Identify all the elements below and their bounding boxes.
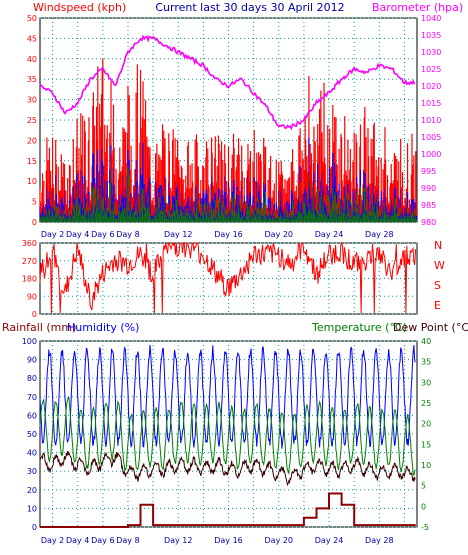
wind-panel-ytick-left: 5 (32, 198, 37, 207)
wind-direction-line (39, 241, 417, 314)
climate-panel-xtick: Day 28 (365, 536, 394, 545)
direction-label-w: W (434, 259, 445, 272)
climate-panel-ytick-right: 25 (421, 399, 431, 408)
dewpoint-axis-title: Dew Point (°C) (393, 321, 468, 334)
climate-panel-xtick: Day 16 (214, 536, 243, 545)
direction-panel-ytick-left: 0 (32, 310, 37, 319)
wind-panel-xtick: Day 12 (164, 230, 193, 239)
windspeed-axis-title: Windspeed (kph) (33, 1, 126, 14)
climate-panel-ytick-left: 90 (27, 356, 37, 365)
wind-panel-ytick-left: 25 (27, 116, 37, 125)
wind-panel-ytick-right: 1020 (421, 82, 441, 91)
wind-panel-ytick-left: 50 (27, 14, 37, 23)
climate-panel-ytick-left: 50 (27, 430, 37, 439)
barometer-axis-title: Barometer (hpa) (372, 1, 463, 14)
direction-label-s: S (434, 279, 441, 292)
wind-panel-xtick: Day 2 (41, 230, 64, 239)
wind-panel-xtick: Day 28 (365, 230, 394, 239)
direction-panel-ytick-left: 90 (27, 292, 37, 301)
direction-label-n-top: N (434, 239, 442, 252)
wind-panel-xtick: Day 6 (91, 230, 114, 239)
temperature-line (39, 396, 416, 477)
wind-panel-xtick: Day 16 (214, 230, 243, 239)
wind-panel-ytick-right: 1000 (421, 150, 441, 159)
wind-panel-xtick: Day 8 (116, 230, 139, 239)
wind-panel-ytick-right: 1010 (421, 116, 441, 125)
wind-panel-ytick-left: 35 (27, 75, 37, 84)
climate-panel-xtick: Day 24 (315, 536, 344, 545)
direction-panel-ytick-left: 180 (22, 275, 37, 284)
wind-panel-ytick-left: 30 (27, 96, 37, 105)
wind-panel-ytick-right: 1005 (421, 133, 441, 142)
climate-panel-ytick-left: 80 (27, 374, 37, 383)
climate-panel-ytick-right: 35 (421, 358, 431, 367)
direction-label-e: E (434, 299, 441, 312)
wind-panel-ytick-right: 1040 (421, 14, 441, 23)
climate-panel-ytick-left: 10 (27, 504, 37, 513)
climate-panel-ytick-left: 20 (27, 486, 37, 495)
climate-panel-xtick: Day 20 (265, 536, 294, 545)
direction-panel-ytick-left: 360 (22, 239, 37, 248)
wind-panel-ytick-right: 980 (421, 218, 436, 227)
climate-panel-ytick-right: 40 (421, 337, 431, 346)
climate-panel-ytick-right: 20 (421, 420, 431, 429)
wind-panel-ytick-left: 10 (27, 177, 37, 186)
rainfall-axis-title: Rainfall (mm) (2, 321, 76, 334)
wind-panel-ytick-left: 40 (27, 55, 37, 64)
climate-panel-xtick: Day 12 (164, 536, 193, 545)
wind-panel-ytick-right: 985 (421, 201, 436, 210)
climate-panel-xtick: Day 4 (66, 536, 89, 545)
wind-panel-ytick-left: 15 (27, 157, 37, 166)
wind-panel-ytick-left: 20 (27, 136, 37, 145)
climate-panel-ytick-right: 30 (421, 378, 431, 387)
humidity-line (39, 344, 416, 449)
wind-panel-xtick: Day 4 (66, 230, 89, 239)
barometer-line (39, 34, 416, 131)
wind-panel-ytick-right: 1035 (421, 31, 441, 40)
climate-panel-ytick-left: 100 (22, 337, 37, 346)
wind-panel-ytick-right: 995 (421, 167, 436, 176)
climate-panel-ytick-right: 5 (421, 482, 426, 491)
chart-title: Current last 30 days 30 April 2012 (155, 1, 344, 14)
climate-panel-ytick-left: 30 (27, 467, 37, 476)
dewpoint-line (39, 451, 416, 487)
climate-panel-ytick-left: 40 (27, 449, 37, 458)
wind-panel-ytick-right: 1025 (421, 65, 441, 74)
climate-panel-ytick-left: 70 (27, 393, 37, 402)
direction-panel-ytick-left: 270 (22, 257, 37, 266)
climate-panel-ytick-left: 0 (32, 523, 37, 532)
humidity-axis-title: Humidity (%) (67, 321, 139, 334)
climate-panel-xtick: Day 2 (41, 536, 64, 545)
wind-panel-xtick: Day 20 (265, 230, 294, 239)
climate-panel-ytick-right: 0 (421, 502, 426, 511)
climate-panel-xtick: Day 8 (116, 536, 139, 545)
temperature-axis-title: Temperature (°C) (311, 321, 407, 334)
wind-panel-ytick-right: 1015 (421, 99, 441, 108)
wind-panel-xtick: Day 24 (315, 230, 344, 239)
wind-panel-ytick-left: 45 (27, 34, 37, 43)
climate-panel-ytick-right: -5 (421, 523, 429, 532)
climate-panel-ytick-right: 10 (421, 461, 431, 470)
climate-panel-xtick: Day 6 (91, 536, 114, 545)
wind-panel-ytick-left: 0 (32, 218, 37, 227)
rainfall-line (40, 492, 416, 528)
wind-panel-ytick-right: 1030 (421, 48, 441, 57)
wind-panel-ytick-right: 990 (421, 184, 436, 193)
climate-panel-ytick-left: 60 (27, 411, 37, 420)
climate-panel-ytick-right: 15 (421, 440, 431, 449)
